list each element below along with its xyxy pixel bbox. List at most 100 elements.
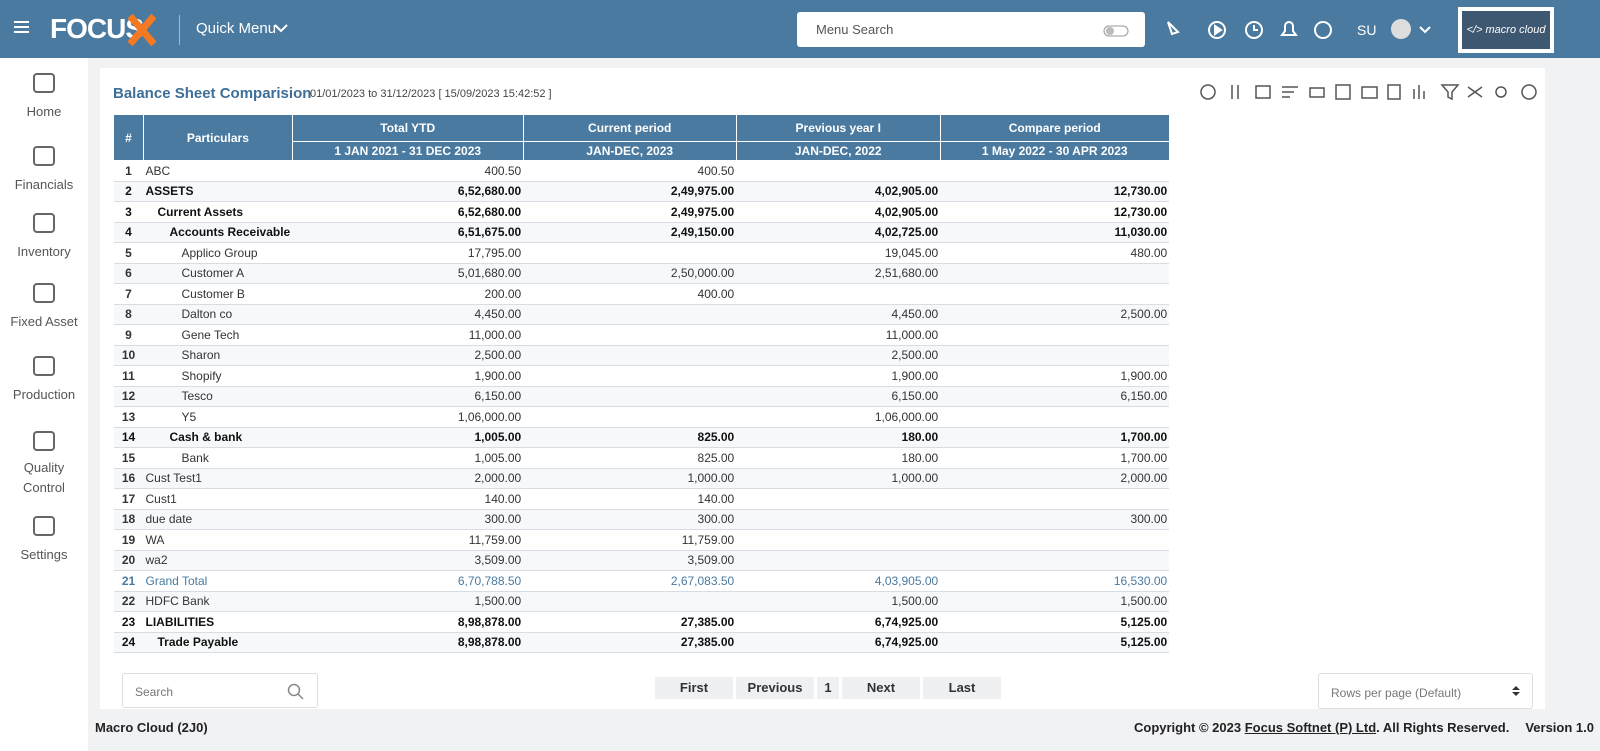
row-number: 11 [113, 365, 144, 387]
column-subheader: JAN-DEC, 2023 [522, 141, 737, 161]
table-row[interactable]: 9 Gene Tech 11,000.00 11,000.00 [113, 324, 1170, 346]
nav-icon [33, 146, 55, 166]
amount-cell: 1,000.00 [523, 468, 737, 489]
table-row[interactable]: 20 wa2 3,509.00 3,509.00 [113, 550, 1170, 571]
table-row[interactable]: 24 Trade Payable 8,98,878.00 27,385.00 6,74,… [113, 632, 1170, 653]
nav-item[interactable]: Home [26, 104, 62, 119]
row-number: 10 [113, 345, 144, 366]
column-header: Total YTD [291, 114, 524, 142]
header-row: # Particulars Total YTD Current period Previ… [113, 114, 1170, 161]
amount-cell: 1,005.00 [292, 427, 524, 448]
nav-item[interactable]: Quality Control [23, 460, 65, 495]
amount-cell [736, 550, 941, 571]
amount-cell: 300.00 [523, 509, 737, 530]
table-row[interactable]: 14 Cash & bank 1,005.00 825.00 180.00 1,700.0… [113, 427, 1170, 448]
amount-cell: 11,759.00 [292, 529, 524, 551]
header-sub-row: 1 JAN 2021 - 31 DEC 2023 JAN-DEC, 2023 JAN… [114, 141, 1170, 161]
column-subheader: 1 May 2022 - 30 APR 2023 [939, 141, 1170, 161]
table-row[interactable]: 8 Dalton co 4,450.00 4,450.00 2,500.00 [113, 304, 1170, 325]
amount-cell: 6,70,788.50 [292, 570, 524, 592]
rows-per-page[interactable]: Rows per page (Default) [1318, 673, 1533, 709]
company-name: Macro Cloud (2J0) [95, 720, 208, 735]
row-number: 21 [113, 570, 144, 592]
toggle[interactable] [1103, 25, 1129, 37]
table-row[interactable]: 6 Customer A 5,01,680.00 2,50,000.00 2,51,68… [113, 263, 1170, 284]
menu-search[interactable]: Menu Search [797, 12, 1145, 47]
table-row[interactable]: 7 Customer B 200.00 400.00 [113, 283, 1170, 305]
amount-cell: 5,01,680.00 [292, 263, 524, 284]
table-row[interactable]: 19 WA 11,759.00 11,759.00 [113, 529, 1170, 551]
amount-cell: 1,700.00 [940, 427, 1170, 448]
page-button[interactable]: First [655, 677, 733, 699]
table-row[interactable]: 18 due date 300.00 300.00 300.00 [113, 509, 1170, 530]
amount-cell: 300.00 [292, 509, 524, 530]
table-search[interactable]: Search [122, 673, 318, 708]
nav-item[interactable]: Settings [20, 547, 68, 562]
amount-cell: 2,49,975.00 [523, 201, 737, 223]
table-row[interactable]: 10 Sharon 2,500.00 2,500.00 [113, 345, 1170, 366]
amount-cell: 6,74,925.00 [736, 611, 941, 633]
amount-cell: 4,02,725.00 [736, 222, 941, 243]
row-name: due date [143, 509, 293, 530]
table-row[interactable]: 5 Applico Group 17,795.00 19,045.00 480.00 [113, 242, 1170, 264]
quick-menu[interactable]: Quick Menu [196, 20, 277, 37]
toolbar-icons[interactable] [1198, 82, 1538, 102]
nav-item[interactable]: Fixed Asset [10, 314, 78, 329]
row-name: Cash & bank [143, 427, 293, 448]
table-row[interactable]: 3 Current Assets 6,52,680.00 2,49,975.00 4,0… [113, 201, 1170, 223]
row-number: 14 [113, 427, 144, 448]
row-number: 8 [113, 304, 144, 325]
page-button[interactable]: Last [923, 677, 1001, 699]
page-button[interactable]: Previous [736, 677, 814, 699]
user-initials[interactable]: SU [1357, 22, 1377, 38]
table-row[interactable]: 15 Bank 1,005.00 825.00 180.00 1,700.00 [113, 447, 1170, 469]
table-row[interactable]: 16 Cust Test1 2,000.00 1,000.00 1,000.00 2,00… [113, 468, 1170, 489]
table-row[interactable]: 12 Tesco 6,150.00 6,150.00 6,150.00 [113, 386, 1170, 407]
table-row[interactable]: 23 LIABILITIES 8,98,878.00 27,385.00 6,74,92… [113, 611, 1170, 633]
amount-cell: 19,045.00 [736, 242, 941, 264]
amount-cell [523, 345, 737, 366]
avatar[interactable] [1390, 18, 1436, 42]
amount-cell: 2,49,975.00 [523, 181, 737, 202]
amount-cell: 140.00 [523, 488, 737, 510]
amount-cell [940, 550, 1170, 571]
row-number: 5 [113, 242, 144, 264]
table-row[interactable]: 21 Grand Total 6,70,788.50 2,67,083.50 4,03,… [113, 570, 1170, 592]
table-row[interactable]: 2 ASSETS 6,52,680.00 2,49,975.00 4,02,905.00… [113, 181, 1170, 202]
amount-cell: 1,000.00 [736, 468, 941, 489]
page-button[interactable]: Next [842, 677, 920, 699]
report-table: # Particulars Total YTD Current period Previ… [113, 114, 1170, 653]
nav-item[interactable]: Financials [14, 177, 74, 192]
nav-item[interactable]: Production [12, 387, 76, 402]
row-number: 13 [113, 406, 144, 428]
row-name: Grand Total [143, 570, 293, 592]
table-row[interactable]: 1 ABC 400.50 400.50 [113, 160, 1170, 182]
amount-cell: 6,74,925.00 [736, 632, 941, 653]
report-title: Balance Sheet Comparision [113, 85, 312, 102]
row-name: Cust Test1 [143, 468, 293, 489]
amount-cell [940, 406, 1170, 428]
amount-cell: 1,900.00 [736, 365, 941, 387]
amount-cell [736, 160, 941, 182]
nav-item[interactable]: Inventory [17, 244, 71, 259]
column-header: Particulars [143, 114, 293, 161]
table-row[interactable]: 22 HDFC Bank 1,500.00 1,500.00 1,500.00 [113, 591, 1170, 612]
amount-cell: 4,450.00 [736, 304, 941, 325]
amount-cell: 1,500.00 [940, 591, 1170, 612]
row-number: 12 [113, 386, 144, 407]
amount-cell: 2,000.00 [292, 468, 524, 489]
table-row[interactable]: 17 Cust1 140.00 140.00 [113, 488, 1170, 510]
owner-link[interactable]: Focus Softnet (P) Ltd [1244, 720, 1377, 735]
search-placeholder: Search [135, 685, 174, 699]
table-row[interactable]: 4 Accounts Receivable 6,51,675.00 2,49,150.… [113, 222, 1170, 243]
page-button[interactable]: 1 [817, 677, 839, 699]
table-row[interactable]: 11 Shopify 1,900.00 1,900.00 1,900.00 [113, 365, 1170, 387]
header-icons[interactable] [1160, 17, 1360, 43]
table-row[interactable]: 13 Y5 1,06,000.00 1,06,000.00 [113, 406, 1170, 428]
amount-cell [523, 386, 737, 407]
row-number: 24 [113, 632, 144, 653]
amount-cell: 4,02,905.00 [736, 201, 941, 223]
menu-icon[interactable] [14, 21, 30, 35]
row-name: Accounts Receivable [143, 222, 293, 243]
